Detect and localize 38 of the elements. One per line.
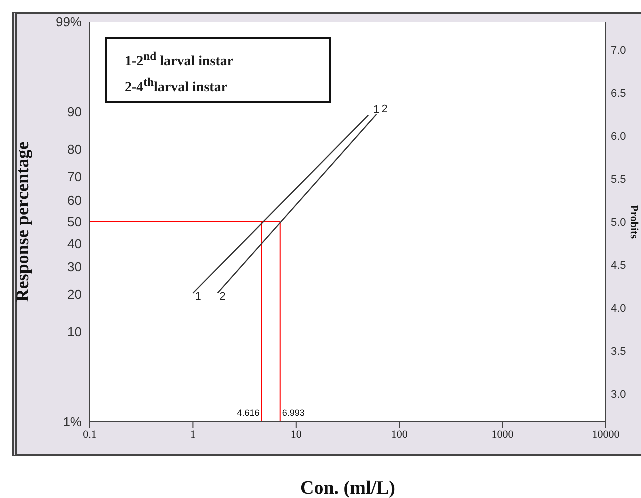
text: 60: [68, 192, 82, 208]
y-tick-label: 5.0: [611, 216, 626, 229]
text: 50: [68, 214, 82, 230]
text: 70: [68, 169, 82, 184]
y-tick-label: 4.0: [611, 302, 626, 315]
annotation: 1-2$^{nd}$ larval instar: [125, 49, 235, 72]
text: Response percentage: [12, 142, 32, 302]
text: 30: [68, 260, 82, 275]
y-tick-label: 7.0: [611, 44, 626, 57]
text: 10: [68, 324, 82, 340]
annotation: 2: [220, 291, 226, 304]
y-tick-label: 6.0: [611, 130, 626, 143]
y-tick-label: 3.0: [611, 388, 626, 401]
ref-line-label: 4.616: [237, 408, 260, 418]
x-tick-label: 10: [290, 428, 302, 441]
x-axis-title: Con. (ml/L): [300, 478, 396, 498]
annotation: 2-4$^{th}$larval instar: [125, 74, 229, 98]
y-tick-label: 6.5: [611, 88, 626, 100]
text: 20: [68, 286, 82, 302]
y-axis-title: Probits: [628, 204, 640, 240]
y-tick-label: 4.5: [611, 260, 626, 272]
y-tick-label: 5.5: [611, 174, 626, 186]
y-tick-label: 3.5: [611, 346, 626, 358]
annotation: 1: [374, 104, 380, 116]
annotation: 2: [382, 103, 388, 116]
text: 80: [68, 142, 82, 158]
x-tick-label: 1000: [492, 428, 514, 441]
text: 99%: [56, 14, 82, 30]
text: 90: [68, 104, 82, 120]
x-tick-label: 100: [391, 428, 408, 441]
annotation: 1: [195, 291, 202, 304]
x-tick-label: 1: [190, 428, 196, 441]
x-tick-label: 0.1: [83, 428, 97, 441]
legend-box: 1-2$^{nd}$ larval instar 2-4$^{th}$larval instar: [105, 37, 331, 103]
x-tick-label: 10000: [592, 428, 620, 441]
ref-line-label: 6.993: [282, 408, 305, 418]
text: 40: [68, 236, 82, 252]
text: 1%: [63, 414, 82, 430]
